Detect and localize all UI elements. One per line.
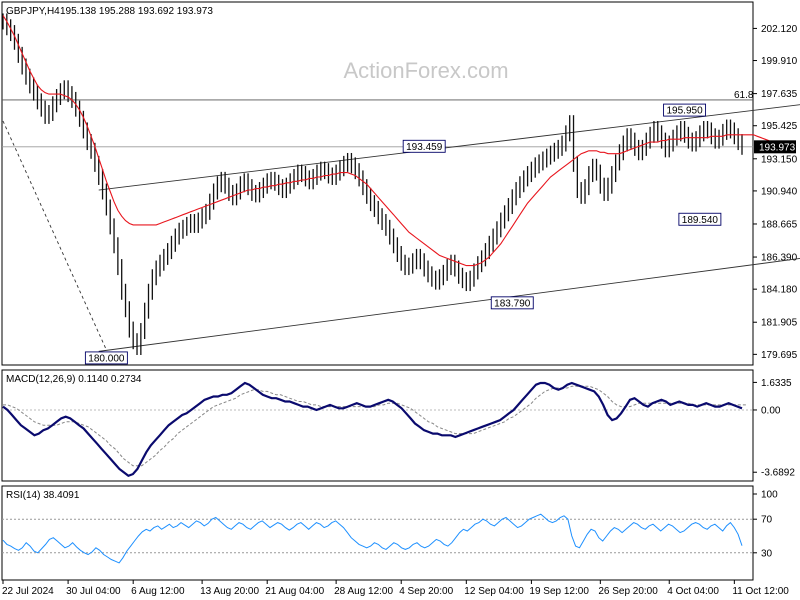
channel-lower-line <box>98 258 800 352</box>
price-tick-label: 181.905 <box>761 318 798 329</box>
time-tick-label: 13 Aug 20:00 <box>200 586 259 597</box>
price-tick-label: 193.150 <box>761 154 798 165</box>
time-tick-label: 6 Aug 12:00 <box>131 586 185 597</box>
macd-axis: 1.6335 0.00 -3.6892 <box>753 378 795 479</box>
rsi-lines <box>2 513 753 564</box>
rsi-tick-label: 100 <box>761 490 778 501</box>
macd-tick-label: 1.6335 <box>761 378 792 389</box>
macd-panel-frame <box>1 369 754 482</box>
last-price-label: 193.973 <box>759 142 796 153</box>
rsi-tick-label: 70 <box>761 515 773 526</box>
rsi-panel-frame <box>1 485 754 581</box>
last-price-tag <box>754 140 796 154</box>
pivot-label: 195.950 <box>666 106 703 117</box>
macd-tick-label: -3.6892 <box>761 468 795 479</box>
rsi-line <box>2 513 743 564</box>
time-tick-label: 12 Sep 04:00 <box>464 586 524 597</box>
price-tick-label: 190.940 <box>761 186 798 197</box>
time-tick-label: 4 Sep 20:00 <box>399 586 453 597</box>
price-axis: 202.120 199.910 197.635 195.425 193.150 190.9… <box>753 24 798 361</box>
pivot-label: 180.000 <box>88 353 125 364</box>
channel-upper-line <box>98 104 800 191</box>
price-tick-label: 197.635 <box>761 89 798 100</box>
time-axis: 22 Jul 2024 30 Jul 04:00 6 Aug 12:00 13 Aug… <box>2 580 789 597</box>
time-tick-label: 30 Jul 04:00 <box>66 586 121 597</box>
ohlc-header: 195.138 195.288 193.692 193.973 <box>60 6 213 17</box>
time-tick-label: 28 Aug 12:00 <box>334 586 393 597</box>
rsi-tick-label: 30 <box>761 548 773 559</box>
time-tick-label: 22 Jul 2024 <box>2 586 54 597</box>
pivot-label-box <box>490 296 534 310</box>
rsi-panel: RSI(14) 38.4091 100 70 30 <box>1 485 778 581</box>
price-tick-label: 179.695 <box>761 350 798 361</box>
time-tick-label: 21 Aug 04:00 <box>265 586 324 597</box>
price-tick-label: 188.665 <box>761 219 798 230</box>
macd-lines <box>2 381 753 478</box>
price-tick-label: 186.390 <box>761 253 798 264</box>
watermark: ActionForex.com <box>343 58 508 83</box>
macd-title: MACD(12,26,9) 0.1140 0.2734 <box>6 374 142 385</box>
pivot-label: 193.459 <box>406 142 443 153</box>
price-panel: ActionForex.com GBPJPY,H4 195.138 195.28… <box>1 1 800 366</box>
time-tick-label: 19 Sep 12:00 <box>529 586 589 597</box>
pivot-label: 183.790 <box>494 298 531 309</box>
price-panel-frame <box>1 1 754 366</box>
price-tick-label: 202.120 <box>761 24 798 35</box>
time-tick-label: 11 Oct 12:00 <box>732 586 789 597</box>
fib-61.8-label: 61.8 <box>734 90 754 101</box>
pivot-label-box <box>663 103 707 117</box>
rsi-title: RSI(14) 38.4091 <box>6 490 80 501</box>
chart-symbol: GBPJPY,H4 <box>6 6 60 17</box>
macd-signal-line <box>3 385 747 467</box>
pivot-label: 189.540 <box>682 215 719 226</box>
macd-main-line <box>2 381 743 478</box>
price-overlays: 61.8 195.950 193.459 189.540 183.790 180.000 1… <box>2 13 800 364</box>
rsi-axis: 100 70 30 <box>753 490 778 559</box>
moving-average-line <box>2 15 773 267</box>
time-tick-label: 26 Sep 20:00 <box>598 586 658 597</box>
price-tick-label: 195.425 <box>761 121 798 132</box>
time-tick-label: 4 Oct 04:00 <box>667 586 719 597</box>
macd-tick-label: 0.00 <box>761 405 781 416</box>
pivot-label-box <box>678 212 722 226</box>
price-tick-label: 199.910 <box>761 56 798 67</box>
price-tick-label: 184.180 <box>761 285 798 296</box>
pivot-label-box <box>402 139 446 153</box>
macd-panel: MACD(12,26,9) 0.1140 0.2734 1.6335 0.00 -3… <box>1 369 795 482</box>
pivot-label-box <box>84 351 128 365</box>
